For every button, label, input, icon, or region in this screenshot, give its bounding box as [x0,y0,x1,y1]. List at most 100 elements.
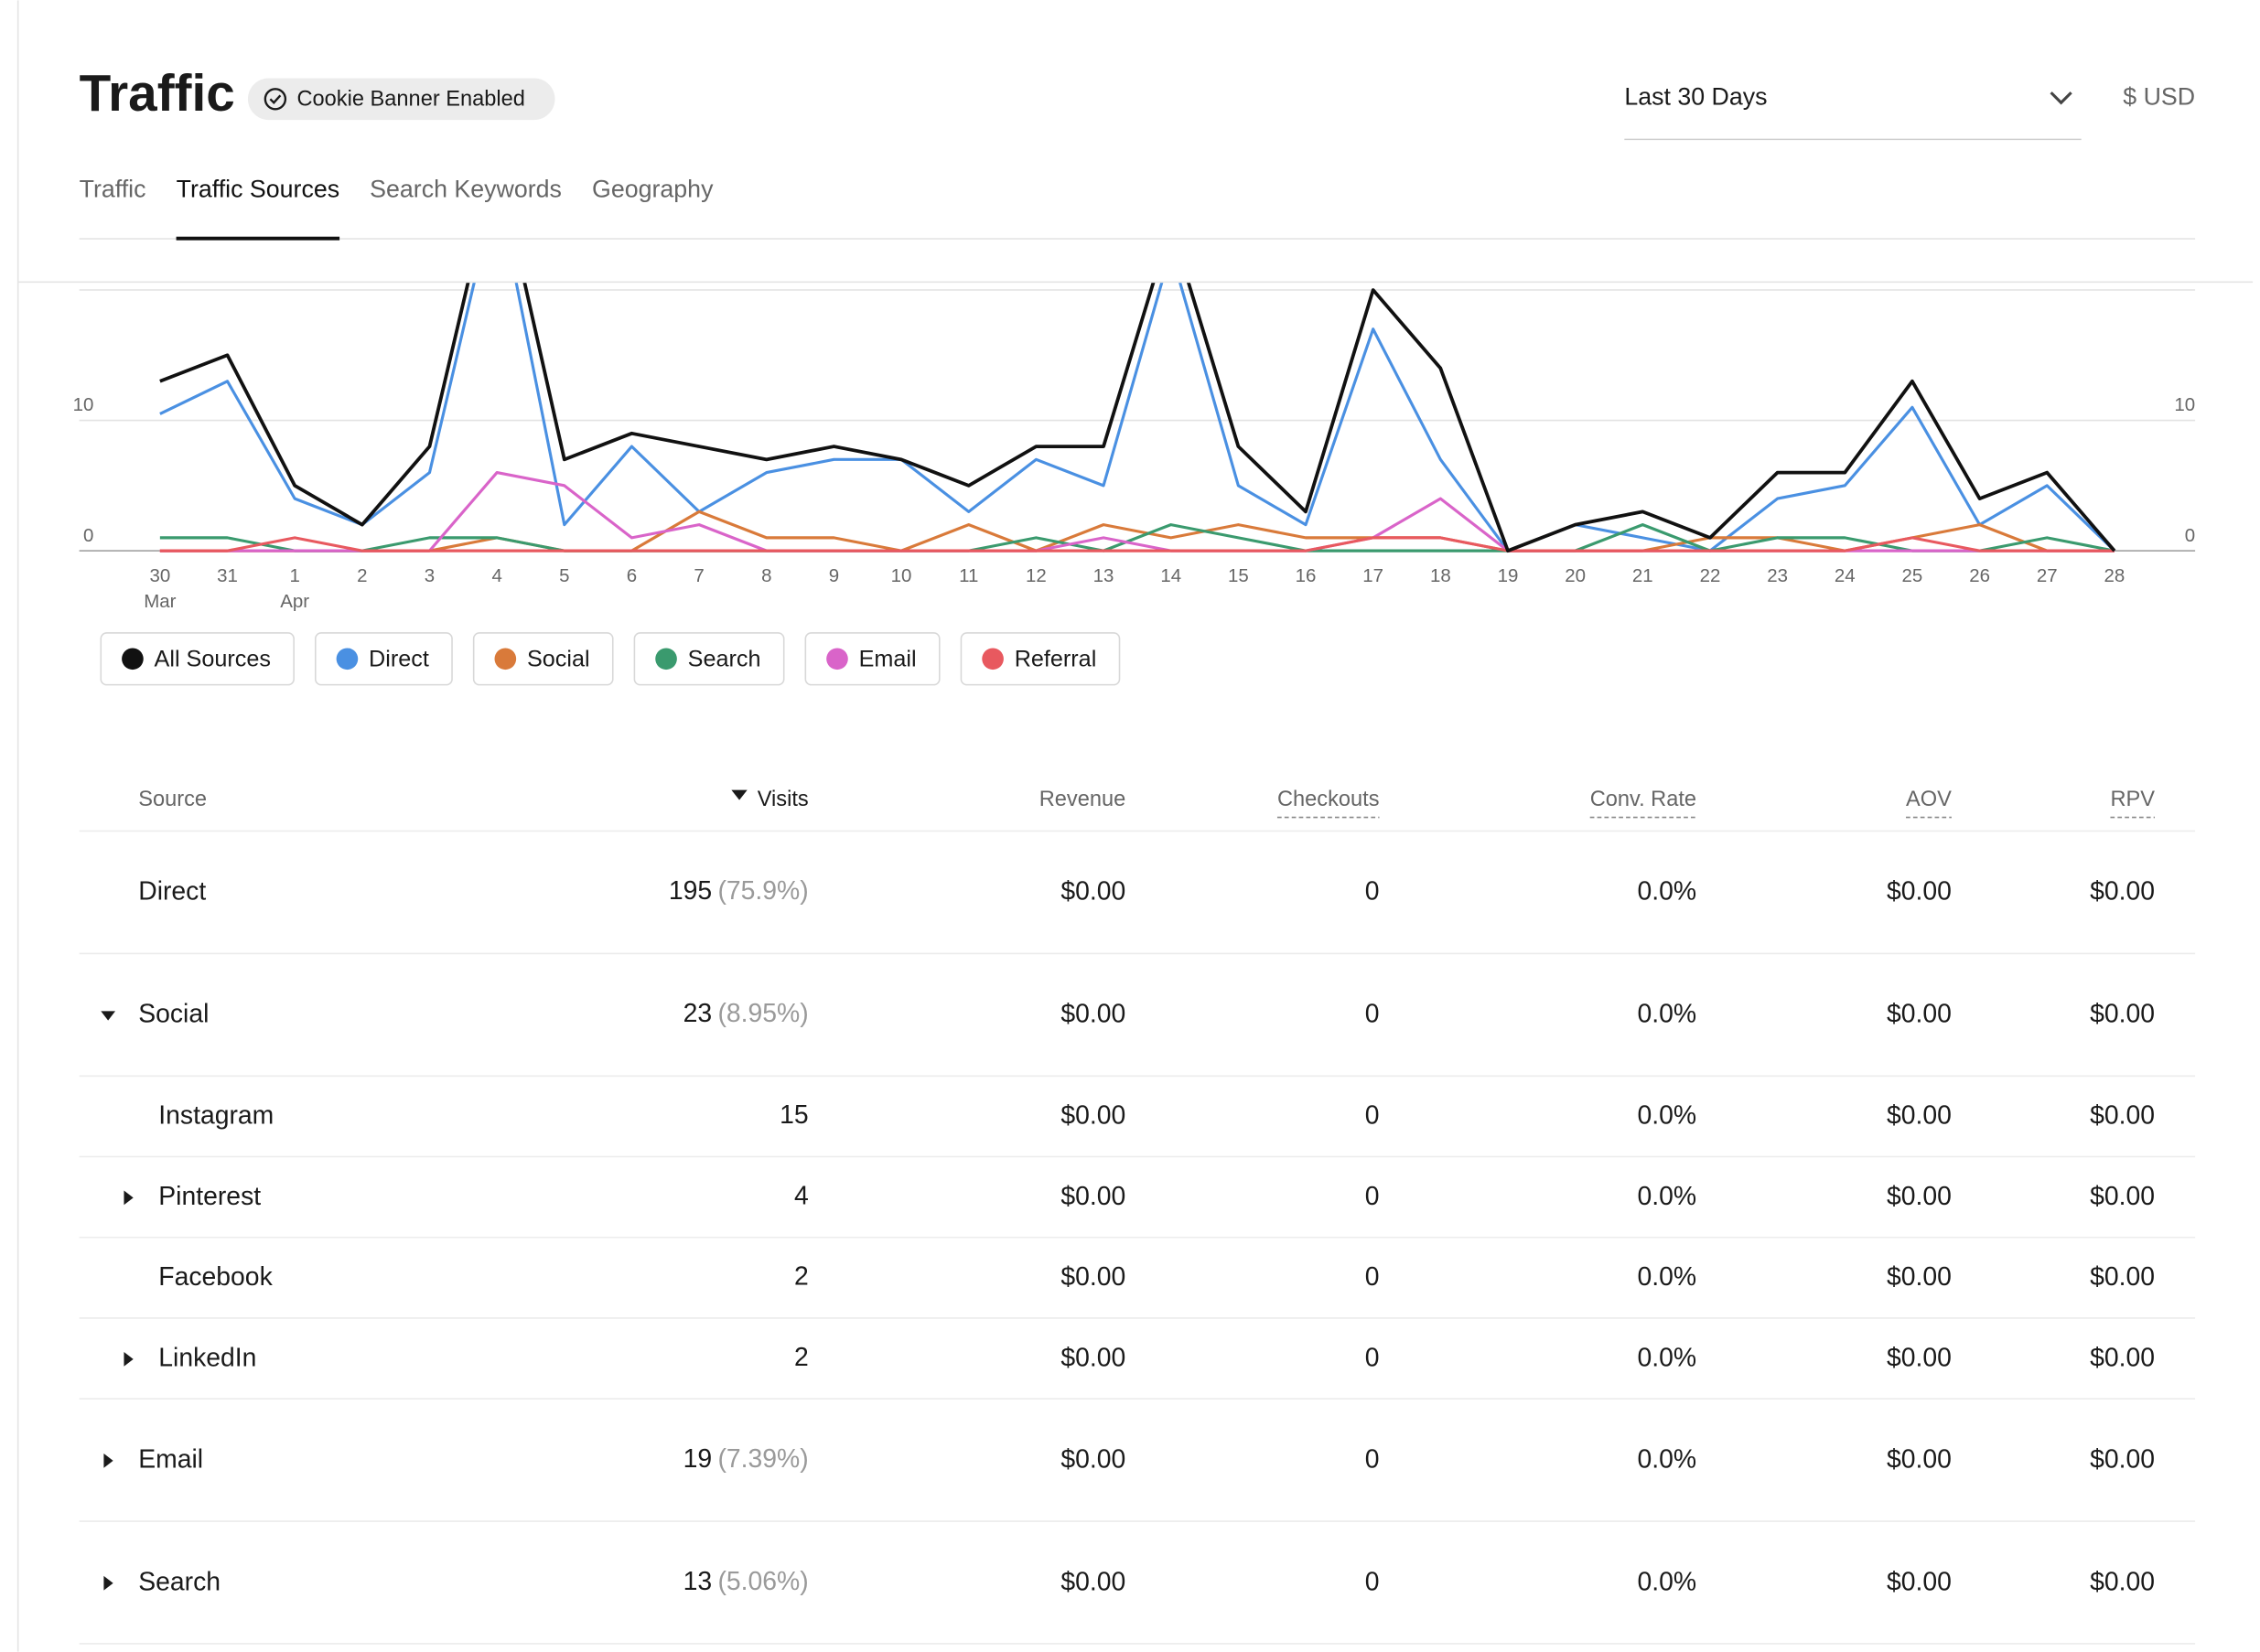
visits-value: 4 [794,1182,809,1211]
x-tick-label: 30 [149,565,170,586]
visits-cell: 2 [794,1262,809,1292]
tab[interactable]: Geography [592,175,714,202]
row-toggle[interactable] [103,1454,113,1468]
legend-label: Email [859,647,917,672]
x-tick-label: 10 [891,565,912,586]
tab[interactable]: Traffic [80,175,146,202]
visits-share: (5.06%) [717,1567,808,1596]
rpv-cell: $0.00 [2090,1101,2155,1131]
revenue-cell: $0.00 [1060,1567,1125,1596]
conv-rate-cell: 0.0% [1637,1444,1696,1474]
x-tick-label: 21 [1632,565,1653,586]
legend-label: Search [688,647,761,672]
x-tick-label: 4 [491,565,501,586]
tabs: Traffic Traffic Sources Search Keywords Geo… [80,175,714,241]
column-header[interactable]: Visits [758,788,809,811]
visits-cell: 4 [794,1182,809,1211]
aov-cell: $0.00 [1887,1567,1952,1596]
aov-cell: $0.00 [1887,1000,1952,1029]
x-tick-label: 9 [829,565,839,586]
conv-rate-cell: 0.0% [1637,1000,1696,1029]
rpv-cell: $0.00 [2090,1182,2155,1211]
revenue-cell: $0.00 [1060,1182,1125,1211]
visits-cell: 195 (75.9%) [669,877,809,906]
rpv-cell: $0.00 [2090,1343,2155,1372]
legend-swatch [655,648,677,670]
legend-item[interactable] [472,632,614,686]
checkouts-cell: 0 [1365,877,1380,906]
legend-item[interactable] [100,632,295,686]
row-toggle[interactable] [124,1351,134,1367]
rpv-cell: $0.00 [2090,1262,2155,1292]
aov-cell: $0.00 [1887,877,1952,906]
series-line [159,523,2115,552]
dropdown-chevron[interactable] [2050,91,2072,105]
visits-value: 19 [683,1444,713,1474]
x-tick-label: 22 [1700,565,1721,586]
legend-item[interactable] [960,632,1121,686]
x-tick-label: 31 [217,565,238,586]
visits-value: 23 [683,1000,713,1029]
legend-item[interactable] [314,632,453,686]
rpv-cell: $0.00 [2090,877,2155,906]
aov-cell: $0.00 [1887,1101,1952,1131]
row-toggle[interactable] [103,1575,113,1591]
x-tick-label: 17 [1362,565,1383,586]
conv-rate-cell: 0.0% [1637,1343,1696,1372]
legend-swatch [982,648,1004,670]
rpv-cell: $0.00 [2090,1444,2155,1474]
source-cell: Social [138,1000,209,1029]
revenue-cell: $0.00 [1060,1262,1125,1292]
visits-cell: 13 (5.06%) [683,1567,809,1596]
x-tick-label: 5 [559,565,569,586]
y2-tick-label: 0 [2185,525,2195,546]
row-toggle[interactable] [101,1011,116,1021]
source-cell: Facebook [158,1262,273,1292]
x-tick-label: 19 [1498,565,1519,586]
x-tick-label: 6 [627,565,637,586]
visits-cell: 15 [780,1101,809,1131]
visits-value: 2 [794,1262,809,1292]
column-header[interactable]: Revenue [1039,788,1126,811]
x-month-label: Mar [144,591,176,612]
conv-rate-cell: 0.0% [1637,1101,1696,1131]
source-cell: Instagram [158,1101,274,1131]
y2-tick-label: 10 [2174,394,2195,415]
x-tick-label: 11 [959,565,978,586]
revenue-cell: $0.00 [1060,877,1125,906]
column-header[interactable]: Checkouts [1277,788,1380,811]
revenue-cell: $0.00 [1060,1000,1125,1029]
row-toggle[interactable] [124,1190,134,1206]
revenue-cell: $0.00 [1060,1343,1125,1372]
date-range-select[interactable]: Last 30 Days [1624,83,1767,111]
column-header[interactable]: AOV [1906,788,1952,811]
rpv-cell: $0.00 [2090,1567,2155,1596]
tab[interactable]: Search Keywords [370,175,562,202]
tab[interactable]: Traffic Sources [177,175,339,202]
conv-rate-cell: 0.0% [1637,1262,1696,1292]
aov-cell: $0.00 [1887,1182,1952,1211]
column-header[interactable]: Conv. Rate [1590,788,1696,811]
legend-item[interactable] [633,632,785,686]
badge [247,78,555,121]
column-header[interactable]: Source [138,788,207,811]
y-tick-label: 10 [73,394,94,415]
x-tick-label: 24 [1835,565,1856,586]
x-tick-label: 7 [694,565,704,586]
checkouts-cell: 0 [1365,1343,1380,1372]
legend-swatch [494,648,517,670]
checkouts-cell: 0 [1365,1101,1380,1131]
source-cell: Pinterest [158,1182,261,1211]
x-tick-label: 18 [1430,565,1451,586]
visits-value: 13 [683,1567,713,1596]
legend: All Sources Direct Social Search Email Referr… [100,632,1121,686]
legend-item[interactable] [804,632,941,686]
column-header[interactable]: RPV [2110,788,2155,811]
checkouts-cell: 0 [1365,1444,1380,1474]
revenue-cell: $0.00 [1060,1101,1125,1131]
visits-share: (8.95%) [717,1000,808,1029]
conv-rate-cell: 0.0% [1637,877,1696,906]
x-month-label: Apr [280,591,309,612]
